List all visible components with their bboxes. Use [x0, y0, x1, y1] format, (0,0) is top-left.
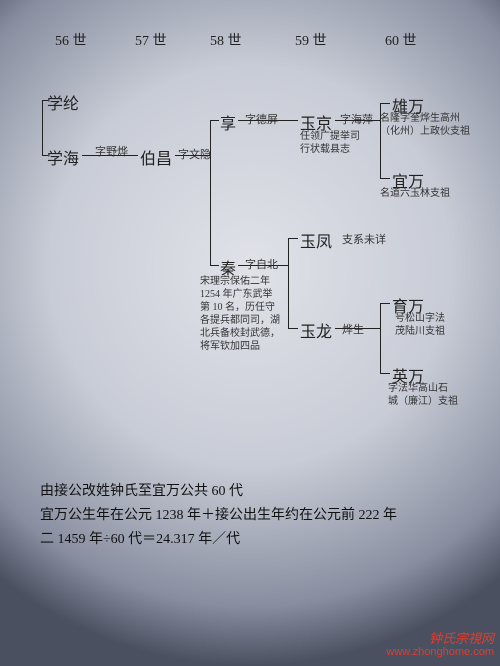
footer-text: 由接公改姓钟氏至宜万公共 60 代 宜万公生年在公元 1238 年＋接公出生年约… — [40, 480, 397, 551]
bracket-59 — [288, 238, 289, 328]
node-xuelun: 学纶 — [47, 90, 79, 114]
line — [210, 120, 219, 121]
gen-57: 57 世 — [135, 30, 167, 50]
line — [175, 155, 210, 156]
footer-line2: 宜万公生年在公元 1238 年＋接公出生年约在公元前 222 年 — [40, 504, 397, 528]
genealogy-diagram: 56 世 57 世 58 世 59 世 60 世 学纶 学海 字野烨 伯昌 字文… — [0, 0, 500, 666]
line — [210, 265, 219, 266]
zi-xuehai: 字野烨 — [95, 145, 128, 159]
line — [42, 155, 48, 156]
gen-60: 60 世 — [385, 30, 417, 50]
line — [335, 328, 380, 329]
bracket-58 — [210, 120, 211, 265]
line — [288, 238, 298, 239]
gen-56: 56 世 — [55, 30, 87, 50]
line — [238, 265, 288, 266]
node-xiang: 享 — [220, 110, 236, 134]
line — [380, 373, 390, 374]
line — [288, 328, 298, 329]
line — [380, 103, 390, 104]
node-xuehai: 学海 — [47, 145, 79, 169]
note-yufeng: 支系未详 — [342, 233, 386, 247]
gen-58: 58 世 — [210, 30, 242, 50]
line — [380, 303, 390, 304]
note2-yulong: 烨生 — [342, 323, 364, 337]
note-qin: 宋理宗保佑二年 1254 年广东武举 第 10 名，历任守 各提兵都同司，湖 北… — [200, 275, 290, 353]
note-yiwan: 名道六玉林支祖 — [380, 187, 450, 200]
node-yulong: 玉龙 — [300, 318, 332, 342]
footer-line1: 由接公改姓钟氏至宜万公共 60 代 — [40, 480, 397, 504]
node-bochang: 伯昌 — [140, 145, 172, 169]
node-yufeng: 玉凤 — [300, 228, 332, 252]
watermark-cn: 钟氏宗視网 — [386, 632, 494, 646]
note-yuwan: 号松山字法 茂陆川支祖 — [395, 312, 445, 338]
note-yujing: 任领广提举司 行状载县志 — [300, 130, 360, 156]
note-yingwan: 字法华高山石 城（廉江）支祖 — [388, 382, 458, 408]
line-xiang-yujing — [238, 120, 298, 121]
bracket-60b — [380, 303, 381, 373]
footer-line3: 二 1459 年÷60 代＝24.317 年／代 — [40, 528, 397, 552]
line-xuehai-bochang — [82, 155, 138, 156]
line — [335, 120, 380, 121]
bracket-60a — [380, 103, 381, 178]
bracket-56 — [42, 100, 43, 155]
watermark: 钟氏宗視网 www.zhonghome.com — [386, 632, 494, 658]
line — [380, 178, 390, 179]
gen-59: 59 世 — [295, 30, 327, 50]
watermark-url: www.zhonghome.com — [386, 646, 494, 658]
note-xiongwan: 名隆字奎烨生高州 （化州）上政伙支祖 — [380, 112, 470, 138]
line — [42, 100, 48, 101]
